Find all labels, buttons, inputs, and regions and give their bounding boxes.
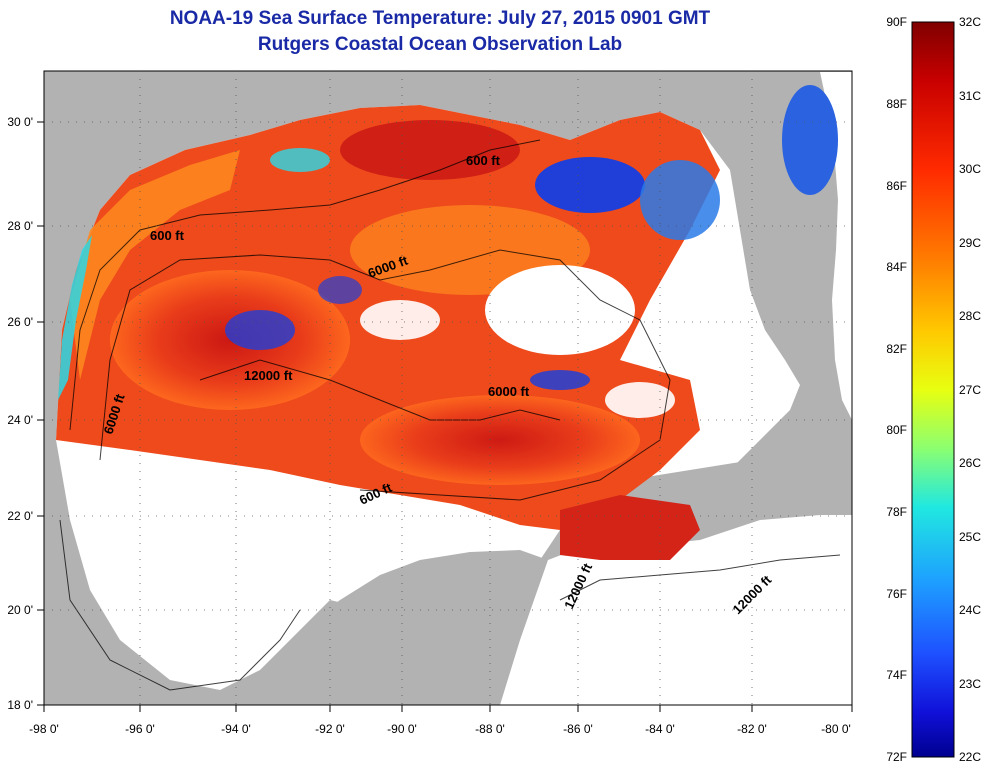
lon-label: -92 0' (315, 722, 345, 736)
graticule (44, 71, 852, 705)
lon-label: -98 0' (29, 722, 59, 736)
axis-ticks (37, 121, 853, 712)
atlantic-water (820, 72, 852, 420)
cloud-gap-3 (605, 382, 675, 418)
colorbar-f-label: 84F (886, 260, 907, 274)
sst-cool-patch-center (225, 310, 295, 350)
latitude-labels: 18 0' 20 0' 22 0' 24 0' 26 0' 28 0' 30 0… (7, 115, 33, 712)
sst-hot-core-north (340, 120, 520, 180)
colorbar-c-label: 31C (959, 89, 981, 103)
colorbar-c-labels: 32C 31C 30C 29C 28C 27C 26C 25C 24C 23C … (959, 15, 981, 764)
sst-coastal-band (70, 150, 240, 380)
sst-southern-swath (560, 495, 700, 560)
lon-label: -86 0' (563, 722, 593, 736)
title-line-1: NOAA-19 Sea Surface Temperature: July 27… (169, 8, 711, 29)
colorbar-f-label: 86F (886, 179, 907, 193)
lat-label: 30 0' (7, 115, 33, 129)
colorbar-c-label: 27C (959, 383, 981, 397)
sst-cool-patch-center2 (318, 276, 362, 304)
yucatan-peninsula (300, 550, 548, 705)
longitude-labels: -98 0' -96 0' -94 0' -92 0' -90 0' -88 0… (29, 722, 851, 736)
contour-label-600ft-west: 600 ft (150, 228, 185, 243)
colorbar-f-label: 82F (886, 342, 907, 356)
lon-label: -84 0' (645, 722, 675, 736)
lon-label: -96 0' (125, 722, 155, 736)
lat-label: 28 0' (7, 219, 33, 233)
map-frame (43, 70, 853, 706)
contour-yucatan-shelf (59, 519, 301, 691)
sst-cool-fringe-texas (58, 235, 92, 400)
colorbar-c-label: 24C (959, 603, 981, 617)
lat-label: 24 0' (7, 413, 33, 427)
sst-cool-patch-east (530, 370, 590, 390)
colorbar-c-label: 25C (959, 530, 981, 544)
contour-6000ft (99, 249, 671, 501)
sst-hot-core-east (360, 395, 640, 485)
colorbar-c-label: 30C (959, 162, 981, 176)
map-title: NOAA-19 Sea Surface Temperature: July 27… (0, 6, 880, 58)
colorbar-f-label: 72F (886, 750, 907, 764)
colorbar-f-label: 76F (886, 587, 907, 601)
colorbar-c-label: 28C (959, 309, 981, 323)
colorbar-c-label: 26C (959, 456, 981, 470)
contour-label-600ft-north: 600 ft (466, 153, 501, 168)
lon-label: -94 0' (221, 722, 251, 736)
bathymetry-contours (59, 139, 841, 691)
lon-label: -90 0' (387, 722, 417, 736)
colorbar-f-label: 88F (886, 97, 907, 111)
sst-cool-fringe-louisiana (270, 148, 330, 172)
lat-label: 20 0' (7, 603, 33, 617)
cloud-gap-1 (485, 265, 635, 355)
colorbar-c-label: 23C (959, 677, 981, 691)
colorbar: 90F 88F 86F 84F 82F 80F 78F 76F 74F 72F … (886, 15, 981, 764)
contour-label-12000ft-center: 12000 ft (244, 368, 293, 383)
title-line-2: Rutgers Coastal Ocean Observation Lab (257, 34, 623, 55)
lat-label: 26 0' (7, 315, 33, 329)
colorbar-c-label: 29C (959, 236, 981, 250)
lon-label: -88 0' (475, 722, 505, 736)
colorbar-gradient (911, 21, 955, 758)
sst-cool-patch-ne (535, 157, 645, 213)
cloud-gap-2 (360, 300, 440, 340)
colorbar-c-label: 32C (959, 15, 981, 29)
contour-600ft (69, 139, 541, 431)
lon-label: -82 0' (737, 722, 767, 736)
colorbar-f-labels: 90F 88F 86F 84F 82F 80F 78F 76F 74F 72F (886, 15, 907, 764)
contour-caribbean (559, 554, 841, 601)
sst-cool-patch-atlantic (782, 85, 838, 195)
map-area (44, 71, 852, 705)
lat-label: 18 0' (7, 698, 33, 712)
colorbar-c-label: 22C (959, 750, 981, 764)
colorbar-f-label: 90F (886, 15, 907, 29)
colorbar-f-label: 78F (886, 505, 907, 519)
lat-label: 22 0' (7, 509, 33, 523)
colorbar-f-label: 80F (886, 423, 907, 437)
lon-label: -80 0' (821, 722, 851, 736)
colorbar-f-label: 74F (886, 668, 907, 682)
sst-cool-patch-ne2 (640, 160, 720, 240)
contour-label-6000ft-east: 6000 ft (488, 384, 530, 399)
contour-12000ft (199, 359, 561, 421)
